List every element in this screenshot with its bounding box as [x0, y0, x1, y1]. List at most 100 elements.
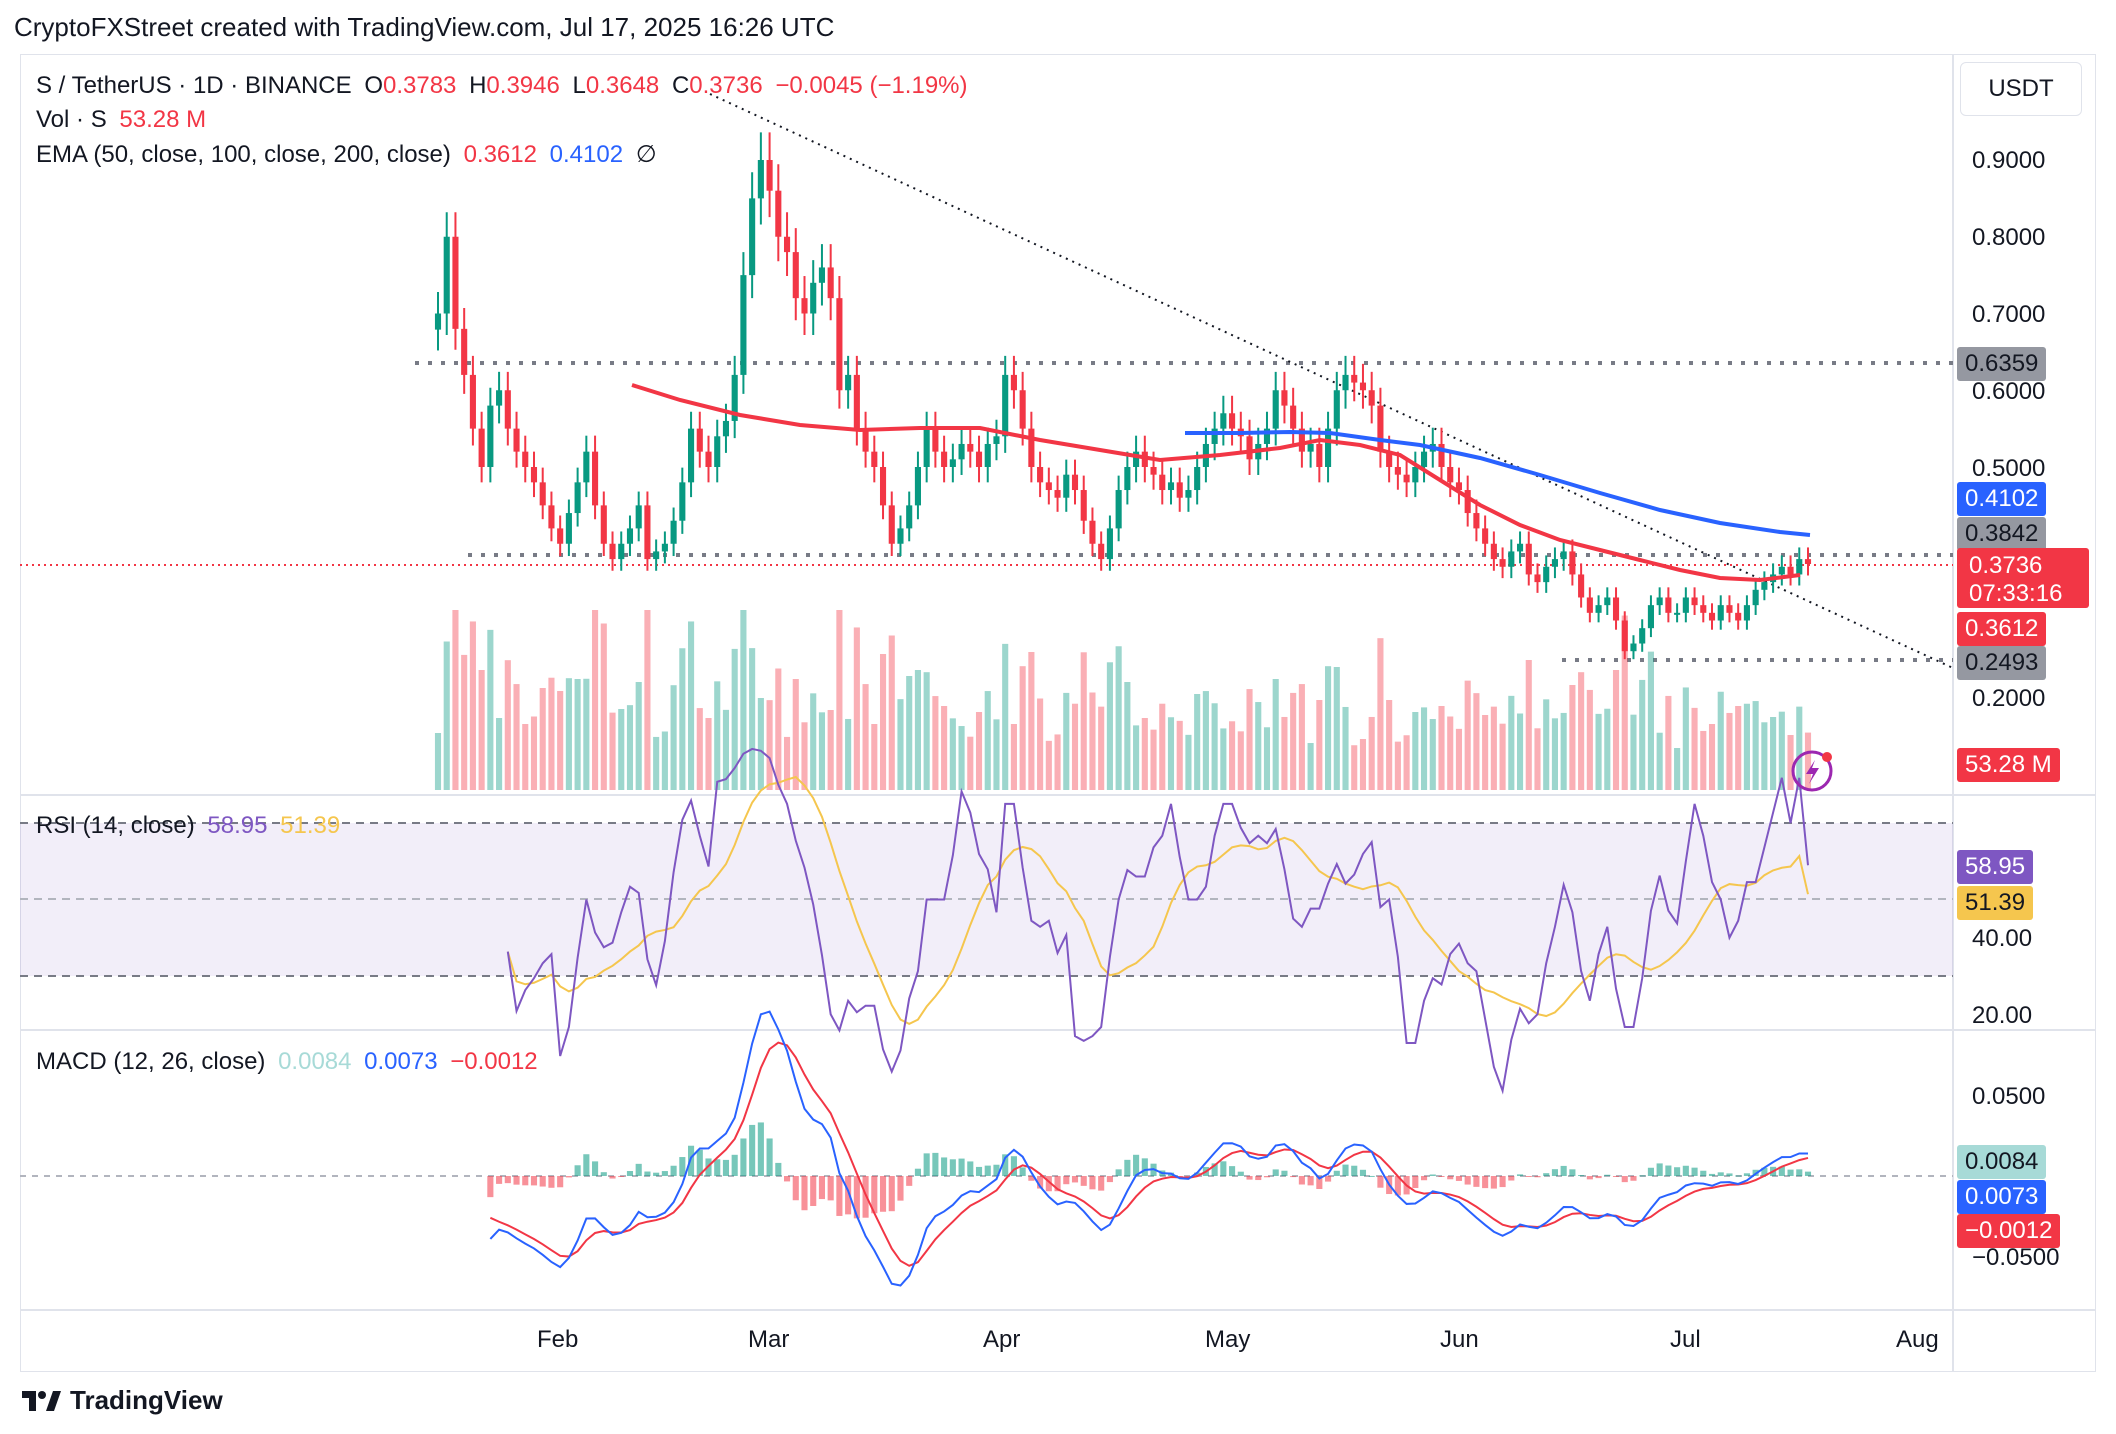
candle-body: [1534, 574, 1541, 583]
ema100-line: [1185, 429, 1811, 537]
macd-histogram-bar: [1516, 1174, 1524, 1176]
macd-histogram-bar: [1578, 1175, 1585, 1177]
macd-histogram-bar: [1220, 1161, 1227, 1176]
candle-body: [670, 520, 677, 544]
macd-histogram-bar: [1560, 1165, 1567, 1176]
candle-body: [1220, 413, 1227, 429]
volume-bar: [1150, 729, 1157, 790]
macd-histogram-bar: [836, 1176, 843, 1216]
month-tick: Jun: [1440, 1326, 1479, 1353]
candle-body: [906, 505, 913, 529]
candle-body: [618, 543, 625, 560]
volume-bar: [504, 660, 511, 790]
volume-bar: [1351, 745, 1358, 790]
volume-bar: [1586, 689, 1593, 790]
symbol-label: S / TetherUS · 1D · BINANCE: [36, 72, 352, 99]
candle-body: [888, 505, 895, 544]
macd-histogram-bar: [1438, 1176, 1445, 1177]
candle-body: [1194, 467, 1201, 491]
open-value: 0.3783: [383, 72, 457, 99]
candle-body: [1569, 551, 1576, 575]
macd-histogram-bar: [1098, 1176, 1105, 1191]
candle-body: [1106, 528, 1113, 560]
macd-histogram-bar: [496, 1176, 503, 1184]
volume-bar: [670, 685, 677, 790]
candle-body: [1508, 551, 1515, 567]
candle-body: [1246, 436, 1253, 460]
volume-bar: [871, 724, 878, 790]
volume-bar: [1682, 687, 1689, 790]
macd-histogram-bar: [1534, 1176, 1541, 1178]
chart-frame: [20, 54, 2096, 1372]
candle-body: [1700, 605, 1707, 613]
macd-histogram-bar: [1298, 1176, 1305, 1185]
macd-histogram-bar: [941, 1157, 948, 1176]
tradingview-logo[interactable]: TradingView: [20, 1385, 223, 1416]
volume-bar: [1464, 680, 1471, 790]
volume-bar: [1578, 672, 1585, 790]
volume-bar: [1473, 693, 1480, 790]
price-tick: 0.8000: [1972, 224, 2046, 251]
candle-body: [1595, 605, 1602, 613]
volume-bar: [1551, 718, 1558, 790]
macd-histogram-bar: [792, 1176, 799, 1201]
volume-bar: [1726, 712, 1733, 790]
macd-histogram-bar: [1586, 1176, 1593, 1180]
volume-bar: [1752, 701, 1759, 790]
volume-bar: [530, 716, 538, 790]
month-tick: Aug: [1896, 1326, 1939, 1353]
candle-body: [1525, 543, 1532, 575]
volume-bar: [1560, 712, 1567, 790]
macd-histogram-bar: [1316, 1176, 1323, 1190]
volume-bar: [478, 670, 485, 790]
volume-bar: [539, 688, 546, 790]
candle-body: [1455, 482, 1463, 491]
macd-histogram-bar: [993, 1164, 1000, 1176]
macd-histogram-bar: [1272, 1169, 1279, 1176]
macd-histogram-bar: [967, 1161, 974, 1176]
candle-body: [1307, 443, 1314, 452]
candlesticks: [434, 132, 1812, 660]
volume-bar: [932, 696, 939, 790]
volume-bar: [845, 718, 852, 790]
macd-histogram-bar: [1325, 1176, 1332, 1182]
volume-bar: [1534, 728, 1541, 790]
high-value: 0.3946: [486, 72, 560, 99]
macd-histogram-bar: [574, 1165, 581, 1176]
volume-bar: [1708, 724, 1716, 790]
candle-body: [818, 267, 826, 283]
volume-bar: [644, 610, 651, 790]
candle-body: [1482, 528, 1489, 544]
candle-body: [1054, 490, 1061, 498]
macd-histogram-bar: [1543, 1173, 1550, 1176]
macd-histogram-bar: [592, 1161, 599, 1176]
candle-body: [1743, 605, 1750, 621]
volume-bar: [635, 682, 642, 790]
candle-body: [923, 428, 930, 467]
volume-bar: [941, 706, 948, 790]
macd-histogram-bar: [1290, 1176, 1297, 1178]
candle-body: [1063, 474, 1070, 498]
macd-histogram-bar: [1071, 1176, 1079, 1183]
volume-bar: [836, 610, 843, 790]
volume-bar: [1386, 700, 1393, 790]
macd-histogram-bar: [618, 1176, 625, 1177]
macd-histogram-bar: [1002, 1154, 1009, 1176]
volume-bar: [434, 733, 442, 790]
volume-bar: [1508, 695, 1515, 790]
volume-bar: [1220, 728, 1227, 790]
candle-body: [827, 267, 834, 299]
candle-body: [740, 275, 747, 375]
candle-body: [757, 160, 764, 199]
candle-body: [1621, 620, 1628, 652]
volume-bar: [1525, 660, 1532, 790]
macd-histogram-bar: [688, 1145, 695, 1176]
rsi-ma-line: [506, 775, 1809, 1026]
macd-histogram-bar: [1796, 1169, 1803, 1176]
currency-button[interactable]: USDT: [1960, 62, 2082, 116]
volume-legend: Vol · S 53.28 M: [36, 106, 207, 133]
macd-histogram-bar: [827, 1176, 834, 1201]
volume-bar: [696, 708, 703, 790]
macd-histogram-bar: [1394, 1176, 1401, 1196]
